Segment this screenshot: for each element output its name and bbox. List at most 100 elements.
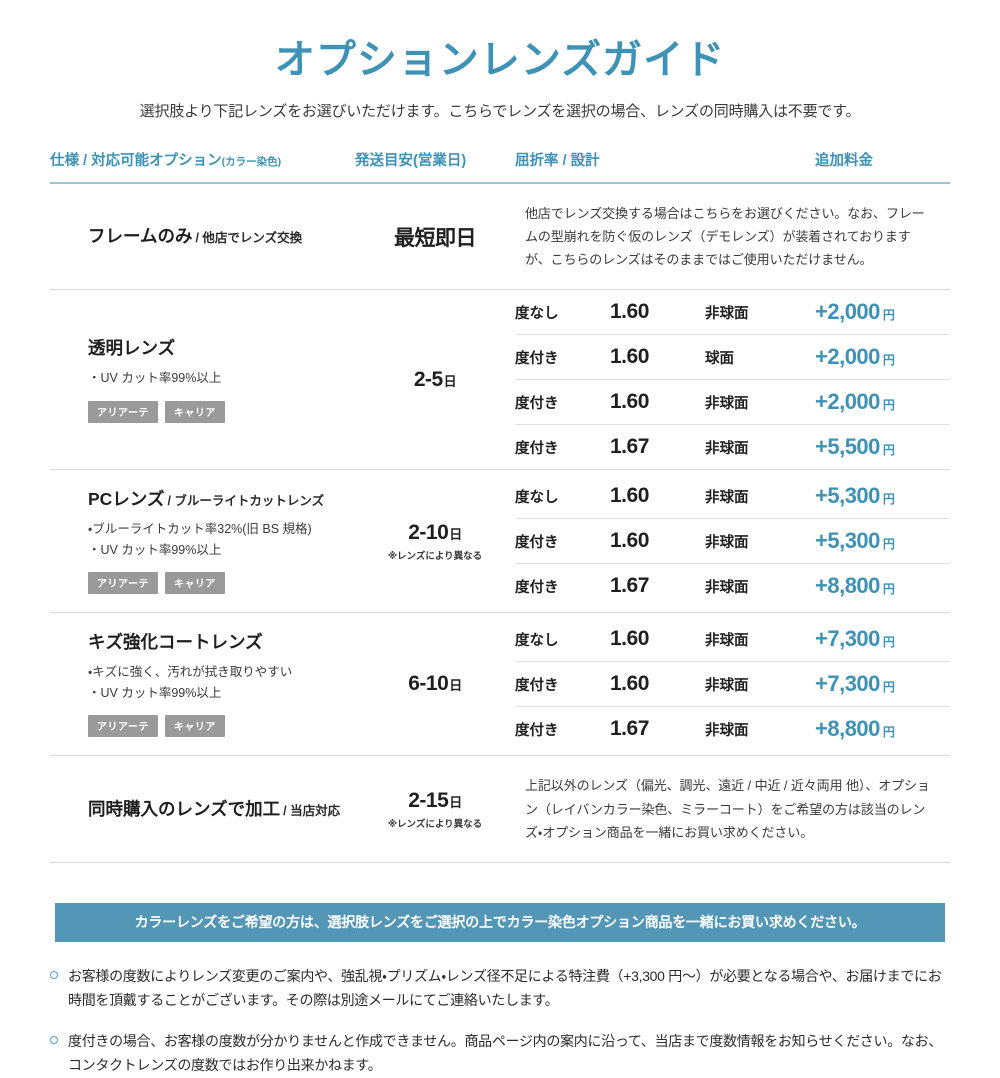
- lens-spec-row[interactable]: 度付き 1.67 非球面 +5,500 円: [515, 424, 951, 470]
- lens-name: フレームのみ / 他店でレンズ交換: [88, 226, 303, 247]
- lens-spec-row[interactable]: 度付き 1.67 非球面 +8,800 円: [515, 706, 951, 752]
- lens-refractive-index: 1.60: [610, 661, 705, 707]
- table-row[interactable]: キズ強化コートレンズ・キズに強く、汚れが拭き取りやすい ・UV カット率99%以上…: [50, 613, 951, 756]
- lens-design: 非球面: [705, 489, 749, 506]
- lens-feature-list: ・キズに強く、汚れが拭き取りやすい ・UV カット率99%以上: [88, 662, 347, 703]
- lens-spec-table: 度なし 1.60 非球面 +2,000 円度付き 1.60 球面 +2,000 円度付き 1.60…: [515, 290, 951, 470]
- yen-unit: 円: [882, 680, 895, 695]
- lens-additional-price: +8,800 円: [815, 706, 951, 752]
- lens-additional-price: +7,300 円: [815, 626, 895, 652]
- lens-feature-item: ・ブルーライトカット率32%(旧 BS 規格): [88, 522, 312, 537]
- lens-description-cell: キズ強化コートレンズ・キズに強く、汚れが拭き取りやすい ・UV カット率99%以上…: [50, 613, 355, 756]
- lens-design: 非球面: [705, 706, 815, 752]
- shipping-estimate-cell: 2-10日 ※レンズにより異なる: [355, 470, 515, 613]
- note-text: 度付きの場合、お客様の度数が分かりませんと作成できません。商品ページ内の案内に沿…: [68, 1032, 942, 1074]
- lens-spec-row[interactable]: 度なし 1.60 非球面 +7,300 円: [515, 617, 950, 662]
- lens-refractive-index: 1.60: [610, 627, 649, 651]
- lens-additional-price: +5,300 円: [815, 483, 895, 509]
- lens-prescription-type: 度付き: [515, 706, 610, 752]
- circle-bullet-icon: [50, 1035, 58, 1044]
- column-header-shipping: 発送目安(営業日): [355, 153, 467, 169]
- column-header-price: 追加料金: [815, 153, 874, 169]
- lens-design: 非球面: [705, 305, 749, 322]
- lens-additional-price: +5,500 円: [815, 424, 951, 470]
- yen-unit: 円: [882, 492, 895, 507]
- shipping-days: 6-10日: [408, 672, 462, 696]
- yen-unit: 円: [882, 443, 895, 458]
- lens-spec-row[interactable]: 度付き 1.60 球面 +2,000 円: [515, 334, 951, 380]
- lens-additional-price: +8,800 円: [815, 563, 951, 609]
- lens-refractive-index: 1.67: [610, 424, 705, 470]
- shipping-days-unit: 日: [449, 526, 462, 542]
- lens-design: 非球面: [705, 424, 815, 470]
- lens-name-sub: / ブルーライトカットレンズ: [167, 494, 325, 509]
- lens-design: 非球面: [705, 518, 815, 564]
- lens-prescription-type: 度付き: [515, 563, 610, 609]
- lens-description-cell: 同時購入のレンズで加工 / 当店対応: [50, 756, 355, 862]
- note-item: 度付きの場合、お客様の度数が分かりませんと作成できません。商品ページ内の案内に沿…: [50, 1029, 950, 1078]
- lens-description-cell: 透明レンズ ・UV カット率99%以上 アリアーテ キャリア: [50, 290, 355, 470]
- page-subtitle: 選択肢より下記レンズをお選びいただけます。こちらでレンズを選択の場合、レンズの同…: [139, 103, 861, 120]
- lens-feature-item: ・UV カット率99%以上: [88, 685, 222, 700]
- lens-option-badge[interactable]: アリアーテ: [88, 400, 158, 423]
- lens-additional-price: +2,000 円: [815, 299, 895, 325]
- shipping-estimate-cell: 最短即日: [355, 183, 515, 290]
- lens-prescription-type: 度なし: [515, 632, 559, 649]
- lens-refractive-index: 1.67: [610, 706, 705, 752]
- lens-design: 非球面: [705, 632, 749, 649]
- lens-spec-row[interactable]: 度付き 1.60 非球面 +5,300 円: [515, 518, 951, 564]
- table-row[interactable]: 透明レンズ ・UV カット率99%以上 アリアーテ キャリア 2-5日 度なし 1.60 非球…: [50, 290, 951, 470]
- color-lens-banner: カラーレンズをご希望の方は、選択肢レンズをご選択の上でカラー染色オプション商品を…: [55, 902, 945, 942]
- lens-refractive-index: 1.60: [610, 334, 705, 380]
- lens-option-badge[interactable]: キャリア: [164, 715, 225, 738]
- lens-option-badge[interactable]: アリアーテ: [88, 572, 158, 595]
- lens-name-sub: / 当店対応: [283, 803, 341, 818]
- yen-unit: 円: [882, 308, 895, 323]
- yen-unit: 円: [882, 725, 895, 740]
- shipping-note: ※レンズにより異なる: [387, 550, 483, 562]
- lens-long-description: 上記以外のレンズ（偏光、調光、遠近 / 中近 / 近々両用 他）、オプション（レ…: [525, 778, 930, 840]
- lens-badge-group: アリアーテ キャリア: [88, 400, 347, 423]
- lens-badge-group: アリアーテ キャリア: [88, 572, 347, 595]
- lens-name: キズ強化コートレンズ: [88, 632, 263, 653]
- lens-feature-item: ・キズに強く、汚れが拭き取りやすい: [88, 665, 293, 680]
- column-header-index: 屈折率 / 設計: [515, 153, 600, 169]
- lens-prescription-type: 度付き: [515, 661, 610, 707]
- lens-spec-row[interactable]: 度付き 1.60 非球面 +7,300 円: [515, 661, 951, 707]
- lens-spec-row[interactable]: 度付き 1.60 非球面 +2,000 円: [515, 379, 951, 425]
- yen-unit: 円: [882, 582, 895, 597]
- lens-description-cell: フレームのみ / 他店でレンズ交換: [50, 183, 355, 290]
- lens-refractive-index: 1.60: [610, 300, 649, 324]
- lens-prescription-type: 度付き: [515, 379, 610, 425]
- lens-spec-cell: 度なし 1.60 非球面 +2,000 円度付き 1.60 球面 +2,000 円度付き 1.60…: [515, 290, 951, 470]
- lens-badge-group: アリアーテ キャリア: [88, 715, 347, 738]
- lens-long-description: 他店でレンズ交換する場合はこちらをお選びください。なお、フレームの型崩れを防ぐ仮…: [525, 206, 925, 268]
- shipping-estimate-cell: 6-10日: [355, 613, 515, 756]
- shipping-days: 2-15日: [408, 788, 462, 812]
- note-text: お客様の度数によりレンズ変更のご案内や、強乱視・プリズム・レンズ径不足による特注…: [68, 967, 942, 1009]
- note-item: お客様の度数によりレンズ変更のご案内や、強乱視・プリズム・レンズ径不足による特注…: [50, 964, 950, 1013]
- lens-additional-price: +7,300 円: [815, 661, 951, 707]
- lens-option-badge[interactable]: キャリア: [164, 572, 225, 595]
- lens-option-badge[interactable]: キャリア: [164, 400, 225, 423]
- table-row[interactable]: 同時購入のレンズで加工 / 当店対応 2-15日 ※レンズにより異なる 上記以外のレンズ…: [50, 756, 951, 863]
- circle-bullet-icon: [50, 970, 58, 979]
- shipping-days: 最短即日: [394, 226, 477, 250]
- lens-spec-row[interactable]: 度なし 1.60 非球面 +2,000 円: [515, 290, 950, 335]
- lens-name: PCレンズ / ブルーライトカットレンズ: [88, 489, 325, 510]
- lens-design: 非球面: [705, 379, 815, 425]
- lens-design: 球面: [705, 334, 815, 380]
- shipping-days-unit: 日: [449, 678, 462, 694]
- table-row[interactable]: PCレンズ / ブルーライトカットレンズ・ブルーライトカット率32%(旧 BS 規…: [50, 470, 951, 613]
- shipping-estimate-cell: 2-15日 ※レンズにより異なる: [355, 756, 515, 862]
- lens-refractive-index: 1.67: [610, 563, 705, 609]
- yen-unit: 円: [882, 537, 895, 552]
- shipping-days-unit: 日: [449, 794, 462, 810]
- lens-option-badge[interactable]: アリアーテ: [88, 715, 158, 738]
- lens-design: 非球面: [705, 661, 815, 707]
- lens-spec-row[interactable]: 度付き 1.67 非球面 +8,800 円: [515, 563, 951, 609]
- lens-feature-list: ・UV カット率99%以上: [88, 368, 347, 389]
- lens-spec-cell: 度なし 1.60 非球面 +5,300 円度付き 1.60 非球面 +5,300 円度付き 1.6…: [515, 470, 951, 613]
- table-row[interactable]: フレームのみ / 他店でレンズ交換 最短即日 他店でレンズ交換する場合はこちらをお選び…: [50, 183, 951, 290]
- lens-spec-row[interactable]: 度なし 1.60 非球面 +5,300 円: [515, 474, 950, 519]
